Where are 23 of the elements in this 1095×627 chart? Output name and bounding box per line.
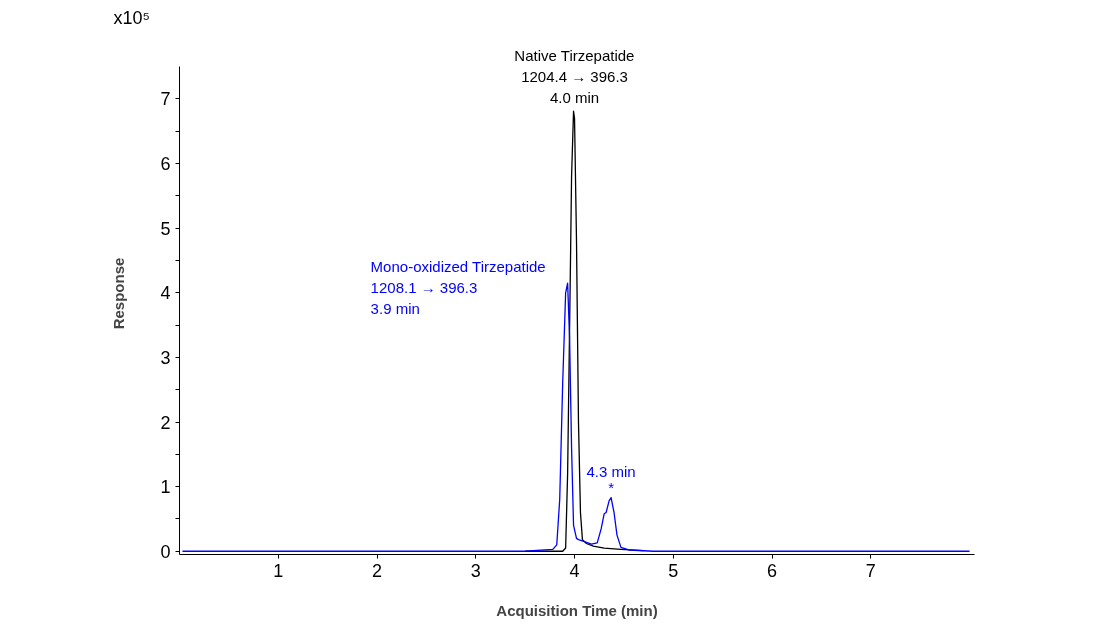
x-axis-title: Acquisition Time (min) xyxy=(496,601,658,619)
line-series xyxy=(181,282,971,552)
x-tick-label: 2 xyxy=(372,560,383,581)
y-tick-label: 5 xyxy=(160,218,171,239)
x-tick-label: 1 xyxy=(273,560,284,581)
y-tick-label: 7 xyxy=(160,89,171,110)
y-axis-title: Response xyxy=(110,257,128,330)
text: x10⁵ xyxy=(113,7,150,28)
x-tick-label: 4 xyxy=(569,560,580,581)
y-tick-label: 2 xyxy=(160,412,171,433)
y-tick-label: 1 xyxy=(160,477,171,498)
y-tick-label: 4 xyxy=(160,283,171,304)
x-tick-label: 7 xyxy=(865,560,876,581)
x-tick-label: 5 xyxy=(668,560,679,581)
annotation: Mono-oxidized Tirzepatide 1208.1 → 396.3 3.9 min xyxy=(370,257,546,318)
y-tick-label: 6 xyxy=(160,154,171,175)
annotation: 4.3 min xyxy=(586,462,636,480)
x-tick-label: 6 xyxy=(767,560,778,581)
y-tick-label: 0 xyxy=(160,541,171,562)
x-tick-label: 3 xyxy=(470,560,481,581)
y-tick-label: 3 xyxy=(160,347,171,368)
annotation: * xyxy=(608,478,615,496)
annotation: Native Tirzepatide 1204.4 → 396.3 4.0 min xyxy=(514,46,635,107)
